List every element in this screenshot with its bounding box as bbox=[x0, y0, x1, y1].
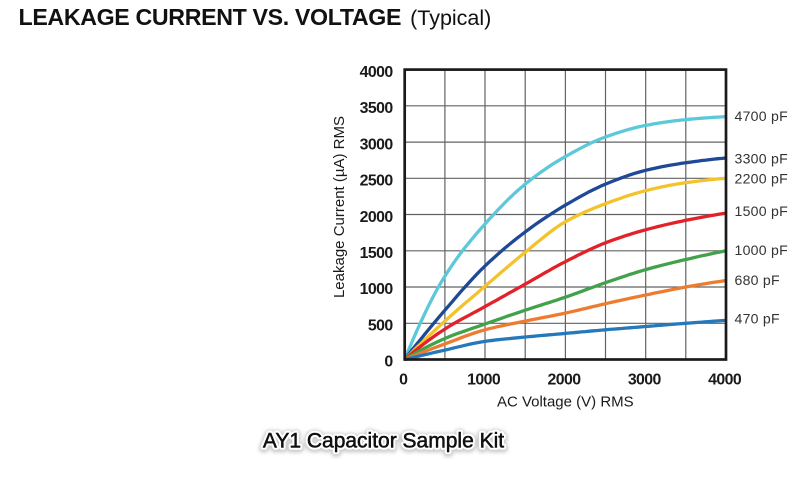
svg-text:2500: 2500 bbox=[360, 173, 394, 190]
svg-text:3300 pF: 3300 pF bbox=[735, 150, 789, 166]
svg-text:0: 0 bbox=[384, 354, 393, 371]
svg-text:1000: 1000 bbox=[360, 281, 394, 298]
svg-text:3000: 3000 bbox=[628, 372, 662, 389]
svg-text:500: 500 bbox=[368, 318, 393, 335]
svg-text:3500: 3500 bbox=[360, 100, 394, 117]
svg-text:AY1 Capacitor Sample Kit: AY1 Capacitor Sample Kit bbox=[263, 431, 504, 454]
svg-text:470 pF: 470 pF bbox=[735, 310, 781, 326]
svg-text:AY1 Capacitor Sample Kit: AY1 Capacitor Sample Kit bbox=[263, 430, 504, 453]
svg-text:1000 pF: 1000 pF bbox=[735, 242, 789, 258]
svg-text:1000: 1000 bbox=[467, 372, 501, 389]
svg-text:AY1 Capacitor Sample Kit: AY1 Capacitor Sample Kit bbox=[263, 430, 504, 453]
svg-text:2000: 2000 bbox=[548, 372, 582, 389]
svg-text:1500: 1500 bbox=[360, 245, 394, 262]
svg-text:Leakage Current (µA) RMS: Leakage Current (µA) RMS bbox=[331, 116, 348, 298]
svg-text:2200 pF: 2200 pF bbox=[735, 170, 789, 186]
svg-text:0: 0 bbox=[399, 372, 408, 389]
svg-text:AC Voltage (V) RMS: AC Voltage (V) RMS bbox=[497, 394, 634, 411]
svg-text:4000: 4000 bbox=[360, 64, 394, 81]
svg-text:680 pF: 680 pF bbox=[735, 272, 781, 288]
svg-text:2000: 2000 bbox=[360, 209, 394, 226]
svg-text:LEAKAGE CURRENT VS. VOLTAGE (T: LEAKAGE CURRENT VS. VOLTAGE (Typical) bbox=[19, 4, 492, 30]
svg-text:4700 pF: 4700 pF bbox=[735, 108, 789, 124]
svg-text:3000: 3000 bbox=[360, 136, 394, 153]
svg-text:4000: 4000 bbox=[708, 372, 742, 389]
svg-text:1500 pF: 1500 pF bbox=[735, 203, 789, 219]
